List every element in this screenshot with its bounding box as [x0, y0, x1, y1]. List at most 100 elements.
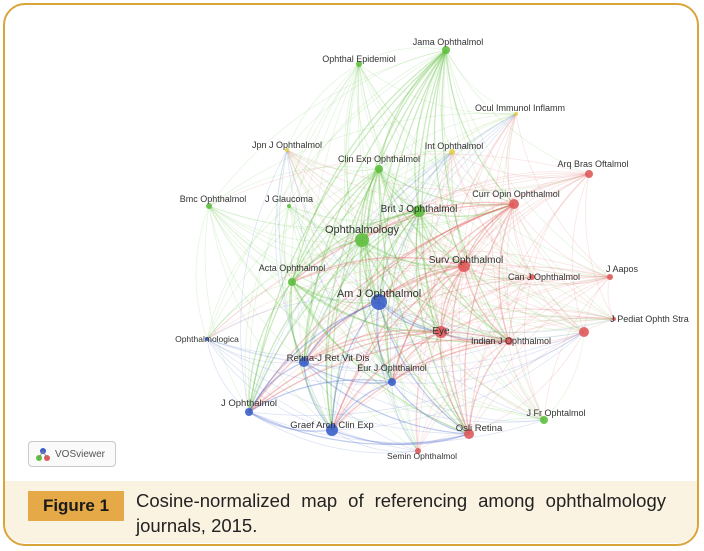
edge — [240, 149, 288, 413]
edge — [286, 149, 611, 278]
edge — [330, 49, 447, 431]
edge — [415, 331, 442, 452]
node-canj — [529, 274, 535, 280]
edge — [291, 281, 470, 435]
node-ophthalmologica — [205, 337, 209, 341]
edge — [206, 331, 585, 370]
edge — [346, 63, 380, 303]
edge — [418, 210, 615, 320]
edge — [206, 331, 442, 358]
edge — [278, 149, 333, 431]
edge — [414, 49, 447, 212]
edge — [506, 203, 545, 421]
edge — [417, 340, 510, 452]
node-label-curr: Curr Opin Ophthalmol — [472, 189, 560, 199]
edge — [396, 210, 420, 452]
edge — [206, 264, 611, 340]
edge — [303, 361, 333, 431]
edge — [331, 340, 510, 431]
node-label-brit: Brit J Ophthalmol — [381, 204, 458, 215]
node-graef — [326, 424, 338, 436]
edge — [288, 168, 380, 207]
edge — [303, 361, 419, 452]
node-label-retina: Retina-J Ret Vit Dis — [287, 353, 370, 364]
edge — [531, 173, 590, 278]
edge — [356, 63, 380, 170]
edge — [463, 265, 585, 333]
edge — [288, 205, 465, 267]
edge — [441, 49, 510, 342]
edge — [361, 172, 590, 241]
node-curr — [509, 199, 519, 209]
edge — [331, 265, 465, 431]
edge — [508, 331, 585, 345]
edge — [286, 149, 380, 303]
edge — [291, 281, 380, 304]
edge — [331, 318, 615, 431]
edge — [303, 210, 420, 363]
edge — [206, 281, 293, 340]
node-label-acta: Acta Ophthalmol — [259, 263, 326, 273]
edge — [208, 49, 447, 207]
edge — [360, 239, 419, 452]
edge — [440, 113, 517, 333]
edge — [331, 381, 393, 431]
edge — [390, 151, 453, 383]
edge — [360, 168, 380, 241]
edge — [206, 338, 393, 385]
edge — [446, 151, 465, 267]
edge — [451, 151, 533, 278]
edge — [244, 205, 290, 413]
edge — [303, 276, 533, 363]
edge — [331, 173, 590, 431]
edge — [445, 49, 590, 175]
edge — [291, 113, 517, 283]
edge — [325, 239, 363, 431]
edge — [206, 338, 333, 431]
edge — [291, 281, 393, 383]
edge — [208, 205, 305, 363]
edge — [418, 210, 465, 267]
edge — [445, 49, 585, 333]
edge — [416, 113, 517, 452]
edge — [248, 411, 545, 444]
edge — [451, 151, 545, 421]
node-osli — [464, 429, 474, 439]
edge — [303, 361, 545, 423]
node-indian — [505, 337, 513, 345]
node-jpn — [285, 148, 289, 152]
node-epidemiol — [356, 61, 362, 67]
edge — [277, 149, 293, 283]
edge — [248, 361, 305, 413]
edge — [445, 49, 533, 278]
edge — [347, 63, 419, 452]
edge — [291, 281, 442, 333]
node-label-jophth: J Ophthalmol — [221, 398, 277, 409]
edge — [445, 49, 517, 115]
edge — [508, 173, 590, 342]
edge — [331, 429, 470, 445]
edge — [286, 149, 363, 241]
edge — [206, 168, 380, 340]
node-label-epidemiol: Ophthal Epidemiol — [322, 54, 396, 64]
edge — [284, 205, 333, 431]
edge — [286, 149, 515, 207]
node-label-pediat: J Pediat Ophth Strab — [610, 314, 689, 324]
node-layer — [205, 46, 616, 454]
edge — [491, 113, 517, 342]
edge — [417, 276, 533, 452]
edge — [508, 276, 533, 342]
edge — [506, 113, 517, 205]
edge — [248, 203, 515, 413]
edge — [358, 63, 465, 267]
node-label-indian: Indian J Ophthalmol — [471, 336, 551, 346]
node-amj — [371, 294, 387, 310]
edge — [358, 63, 442, 333]
edge — [248, 411, 470, 445]
edge — [357, 63, 470, 435]
edge — [583, 276, 611, 333]
edge — [288, 203, 515, 226]
edge — [378, 168, 615, 320]
edge — [208, 205, 380, 303]
edge — [291, 173, 590, 283]
